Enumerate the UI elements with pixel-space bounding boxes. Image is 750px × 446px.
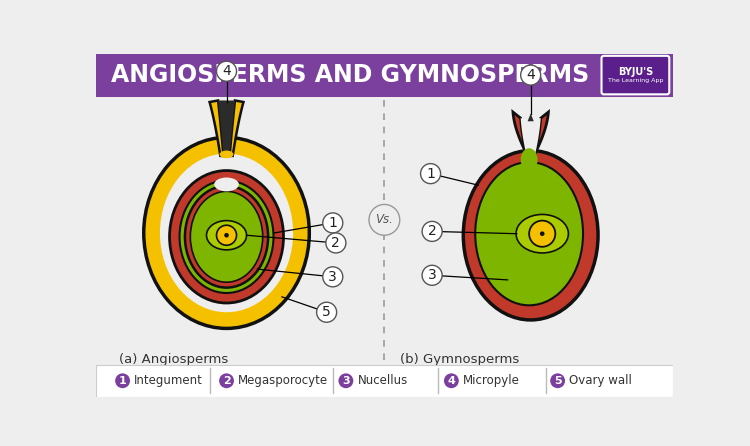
Ellipse shape	[179, 181, 274, 293]
Text: 4: 4	[448, 376, 455, 386]
Circle shape	[217, 225, 236, 245]
Ellipse shape	[185, 186, 268, 288]
Text: 2: 2	[427, 224, 436, 239]
Circle shape	[422, 221, 442, 241]
Ellipse shape	[144, 137, 309, 328]
Text: 5: 5	[322, 305, 331, 319]
Text: 3: 3	[427, 268, 436, 282]
Ellipse shape	[214, 178, 238, 191]
FancyBboxPatch shape	[602, 56, 669, 95]
Polygon shape	[513, 112, 526, 157]
Polygon shape	[520, 118, 541, 157]
Ellipse shape	[220, 151, 233, 158]
Text: Integument: Integument	[134, 374, 203, 387]
Circle shape	[421, 164, 440, 184]
Text: Ovary wall: Ovary wall	[569, 374, 632, 387]
Polygon shape	[527, 114, 534, 121]
Text: 4: 4	[222, 64, 231, 78]
Text: (b) Gymnosperms: (b) Gymnosperms	[400, 354, 519, 367]
Text: 5: 5	[554, 376, 562, 386]
Circle shape	[326, 233, 346, 253]
Ellipse shape	[160, 153, 293, 312]
Text: (a) Angiosperms: (a) Angiosperms	[118, 354, 228, 367]
Polygon shape	[209, 100, 224, 156]
Text: The Learning App: The Learning App	[608, 78, 663, 83]
Circle shape	[218, 372, 235, 389]
Text: 4: 4	[526, 68, 535, 82]
Text: 3: 3	[328, 270, 338, 284]
Circle shape	[224, 233, 229, 238]
Text: Vs.: Vs.	[376, 213, 393, 226]
Text: 1: 1	[118, 376, 127, 386]
Text: Nucellus: Nucellus	[358, 374, 408, 387]
Circle shape	[316, 302, 337, 322]
Text: 1: 1	[426, 167, 435, 181]
Ellipse shape	[476, 162, 583, 306]
Polygon shape	[218, 100, 235, 156]
Circle shape	[322, 267, 343, 287]
Ellipse shape	[516, 215, 568, 253]
Circle shape	[520, 65, 541, 85]
Circle shape	[217, 61, 236, 81]
Circle shape	[322, 213, 343, 233]
Circle shape	[114, 372, 131, 389]
FancyBboxPatch shape	[96, 54, 674, 97]
Circle shape	[369, 204, 400, 235]
Ellipse shape	[464, 151, 598, 320]
Ellipse shape	[170, 170, 284, 303]
Text: 2: 2	[223, 376, 230, 386]
Circle shape	[443, 372, 460, 389]
Polygon shape	[230, 100, 244, 156]
Text: 1: 1	[328, 216, 338, 230]
Ellipse shape	[206, 221, 247, 250]
Text: Micropyle: Micropyle	[463, 374, 520, 387]
Text: ANGIOSPERMS AND GYMNOSPERMS: ANGIOSPERMS AND GYMNOSPERMS	[110, 63, 589, 87]
Polygon shape	[535, 112, 548, 157]
Text: 2: 2	[332, 236, 340, 250]
FancyBboxPatch shape	[96, 364, 674, 397]
Ellipse shape	[190, 191, 262, 282]
Circle shape	[338, 372, 354, 389]
Ellipse shape	[520, 148, 538, 171]
Circle shape	[422, 265, 442, 285]
Text: 3: 3	[342, 376, 350, 386]
Text: Megasporocyte: Megasporocyte	[238, 374, 328, 387]
Circle shape	[549, 372, 566, 389]
Text: BYJU'S: BYJU'S	[618, 67, 653, 77]
Circle shape	[530, 221, 555, 247]
Circle shape	[540, 231, 544, 236]
